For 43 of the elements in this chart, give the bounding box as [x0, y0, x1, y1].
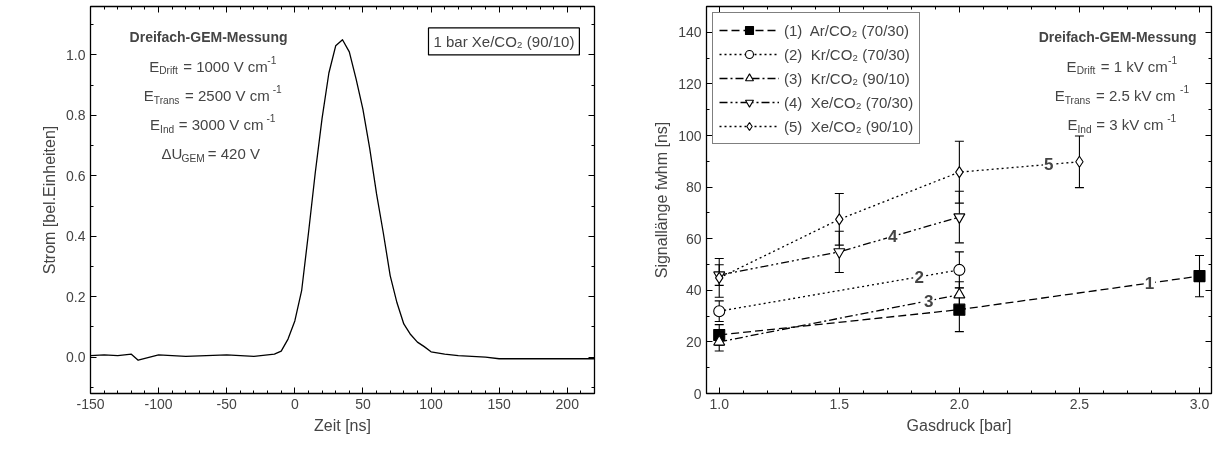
legend-label: (5) Xe/CO₂ (90/10)	[784, 116, 914, 137]
x-tick-label: 3.0	[1189, 395, 1210, 412]
y-tick-label: 1.0	[66, 46, 86, 63]
legend-label: (2) Kr/CO₂ (70/30)	[784, 44, 910, 65]
y-tick-label: 0.2	[66, 288, 86, 305]
annotation: Dreifach-GEM-Messung	[1038, 29, 1197, 46]
x-axis-title: Zeit [ns]	[314, 416, 371, 434]
legend-label: (3) Kr/CO₂ (90/10)	[784, 68, 910, 89]
annotation: Dreifach-GEM-Messung	[129, 29, 288, 46]
x-tick-label: 2.0	[949, 395, 970, 412]
x-tick-label: -100	[144, 395, 173, 412]
y-tick-label: 0.0	[66, 349, 86, 366]
y-axis-title: Signallänge fwhm [ns]	[653, 121, 671, 279]
annotation: 2	[914, 268, 924, 288]
y-tick-label: 60	[685, 230, 702, 247]
annotation: 3	[924, 291, 934, 311]
x-axis-title: Gasdruck [bar]	[906, 416, 1012, 434]
y-tick-label: 100	[678, 127, 702, 144]
annotation: 1 bar Xe/CO₂ (90/10)	[433, 32, 575, 50]
x-tick-label: -150	[76, 395, 105, 412]
x-tick-label: 200	[555, 395, 580, 412]
y-tick-label: 20	[685, 333, 702, 350]
y-tick-label: 0.4	[66, 228, 86, 245]
x-tick-label: 1.0	[709, 395, 730, 412]
y-tick-label: 140	[678, 24, 702, 41]
x-tick-label: 2.5	[1069, 395, 1090, 412]
annotation: 1	[1144, 273, 1155, 293]
y-tick-label: 80	[685, 179, 702, 196]
annotation: 4	[888, 227, 899, 247]
x-tick-label: 1.5	[829, 395, 850, 412]
x-tick-label: 0	[290, 395, 299, 412]
x-tick-label: 50	[355, 395, 371, 412]
legend-label: (4) Xe/CO₂ (70/30)	[784, 92, 914, 113]
y-axis-title: Strom [bel.Einheiten]	[41, 125, 59, 275]
y-tick-label: 120	[678, 75, 702, 92]
y-tick-label: 40	[685, 282, 702, 299]
x-tick-label: -50	[216, 395, 238, 412]
legend-label: (1) Ar/CO₂ (70/30)	[784, 20, 910, 41]
y-tick-label: 0.6	[66, 167, 86, 184]
y-tick-label: 0.8	[66, 107, 86, 124]
x-tick-label: 100	[419, 395, 443, 412]
x-tick-label: 150	[487, 395, 512, 412]
annotation: 5	[1044, 154, 1054, 174]
